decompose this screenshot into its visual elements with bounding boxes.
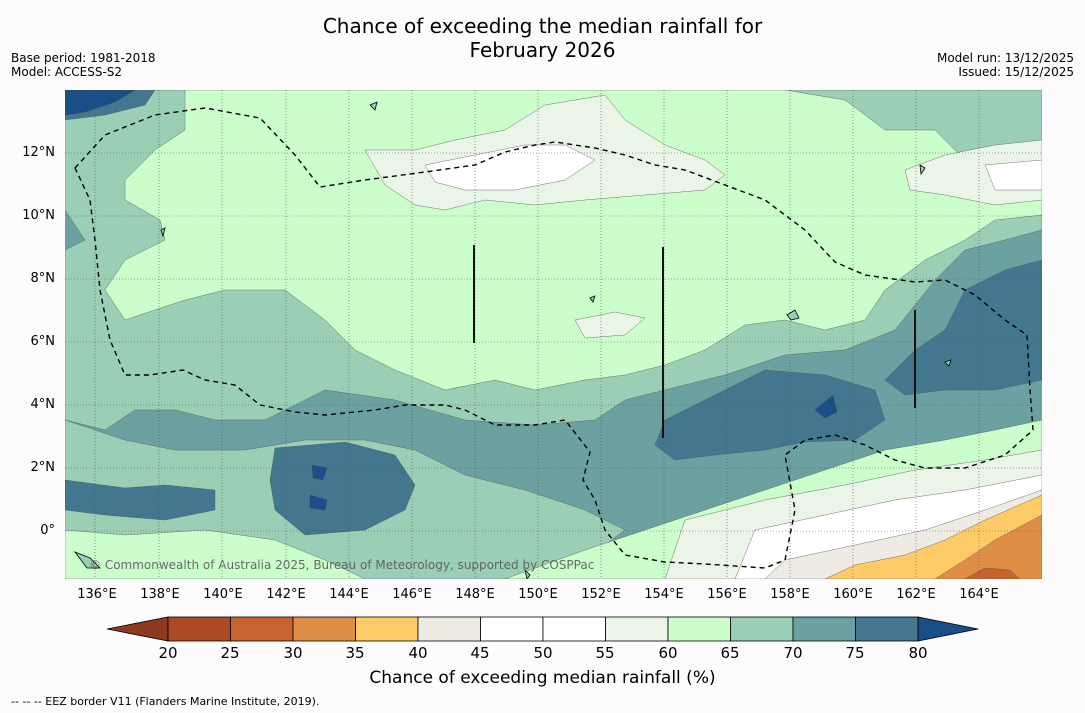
- probability-band-50-55: [424, 144, 596, 191]
- probability-band-30-35: [934, 514, 1042, 579]
- colorbar-low-extend: [106, 616, 169, 642]
- probability-band-50-55: [984, 159, 1042, 191]
- colorbar-cell: [792, 616, 856, 642]
- model-text: Model: ACCESS-S2: [11, 65, 123, 79]
- lat-label-2n: 2°N: [30, 460, 56, 475]
- lat-label-10n: 10°N: [22, 208, 55, 223]
- lon-label-154e: 154°E: [644, 587, 684, 602]
- title-line-1: Chance of exceeding the median rainfall …: [322, 14, 763, 38]
- map-canvas: [65, 90, 1042, 579]
- colorbar-cell: [667, 616, 731, 642]
- marker-lines: [473, 245, 916, 438]
- issued-text: Issued: 15/12/2025: [958, 65, 1074, 79]
- colorbar-tick-30: 30: [283, 644, 303, 662]
- base-period-text: Base period: 1981-2018: [11, 51, 156, 65]
- lat-label-8n: 8°N: [30, 271, 56, 286]
- island-outlines: [73, 101, 952, 579]
- colorbar-tick-35: 35: [345, 644, 365, 662]
- graticule: [65, 90, 1042, 579]
- colorbar-tick-45: 45: [470, 644, 490, 662]
- lon-label-150e: 150°E: [518, 587, 558, 602]
- colorbar-cell: [855, 616, 919, 642]
- lon-label-148e: 148°E: [455, 587, 495, 602]
- probability-band-80-plus: [309, 494, 328, 511]
- lon-label-140e: 140°E: [203, 587, 243, 602]
- metadata-right: Model run: 13/12/2025 Issued: 15/12/2025: [937, 51, 1074, 79]
- rainfall-map: © Commonwealth of Australia 2025, Bureau…: [65, 90, 1042, 579]
- colorbar-high-extend: [917, 616, 979, 642]
- colorbar: [106, 616, 979, 642]
- lon-label-156e: 156°E: [707, 587, 747, 602]
- lat-label-0: 0°: [40, 523, 55, 538]
- lon-label-152e: 152°E: [581, 587, 621, 602]
- model-run-text: Model run: 13/12/2025: [936, 51, 1074, 65]
- colorbar-cell: [292, 616, 356, 642]
- probability-band-60-65: [104, 90, 1042, 391]
- eez-legend-footnote: -- -- -- EEZ border V11 (Flanders Marine…: [11, 695, 320, 708]
- lon-label-146e: 146°E: [392, 587, 432, 602]
- colorbar-cell: [730, 616, 794, 642]
- colorbar-tick-70: 70: [783, 644, 803, 662]
- colorbar-tick-25: 25: [220, 644, 240, 662]
- colorbar-tick-65: 65: [720, 644, 740, 662]
- colorbar-cell: [355, 616, 419, 642]
- map-title: Chance of exceeding the median rainfall …: [0, 14, 1085, 62]
- lat-label-12n: 12°N: [22, 145, 55, 160]
- probability-band-80-plus: [814, 394, 838, 419]
- probability-band-75-80: [654, 369, 886, 461]
- colorbar-cell: [480, 616, 544, 642]
- colorbar-tick-60: 60: [658, 644, 678, 662]
- colorbar-tick-20: 20: [158, 644, 178, 662]
- probability-band-75-80: [269, 441, 416, 536]
- lon-label-136e: 136°E: [77, 587, 117, 602]
- lon-label-160e: 160°E: [833, 587, 873, 602]
- lon-label-162e: 162°E: [896, 587, 936, 602]
- lon-label-138e: 138°E: [140, 587, 180, 602]
- lat-label-6n: 6°N: [30, 334, 56, 349]
- probability-band-60-65: [65, 529, 366, 579]
- colorbar-tick-80: 80: [908, 644, 928, 662]
- lat-label-4n: 4°N: [30, 397, 56, 412]
- lon-label-158e: 158°E: [770, 587, 810, 602]
- colorbar-cell: [230, 616, 294, 642]
- probability-band-75-80: [65, 479, 216, 521]
- lon-label-144e: 144°E: [329, 587, 369, 602]
- colorbar-cell: [417, 616, 481, 642]
- probability-band-80-plus: [311, 464, 328, 481]
- colorbar-tick-55: 55: [595, 644, 615, 662]
- metadata-left: Base period: 1981-2018 Model: ACCESS-S2: [11, 51, 156, 79]
- eez-border: [74, 107, 1034, 569]
- colorbar-tick-40: 40: [408, 644, 428, 662]
- colorbar-cell: [167, 616, 231, 642]
- probability-band-80-plus: [65, 90, 136, 116]
- colorbar-cell: [605, 616, 669, 642]
- title-line-2: February 2026: [469, 38, 616, 62]
- colorbar-label: Chance of exceeding median rainfall (%): [369, 668, 716, 688]
- probability-band-75-80: [884, 259, 1042, 396]
- colorbar-tick-75: 75: [845, 644, 865, 662]
- colorbar-tick-50: 50: [533, 644, 553, 662]
- colorbar-cell: [542, 616, 606, 642]
- lon-label-164e: 164°E: [959, 587, 999, 602]
- copyright-notice: © Commonwealth of Australia 2025, Bureau…: [89, 558, 595, 572]
- probability-band-55-60: [574, 311, 646, 339]
- lon-label-142e: 142°E: [266, 587, 306, 602]
